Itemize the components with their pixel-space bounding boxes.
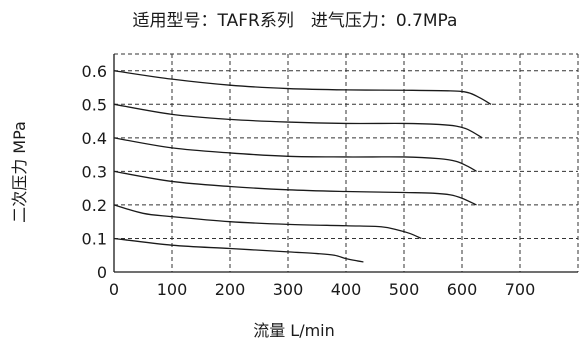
series-line xyxy=(113,204,422,240)
y-axis-label: 二次压力 MPa xyxy=(10,121,29,223)
x-tick-label: 200 xyxy=(215,280,246,299)
x-tick-label: 600 xyxy=(447,280,478,299)
series-line xyxy=(113,170,477,206)
y-tick-label: 0.1 xyxy=(82,229,107,248)
grid-lines xyxy=(114,53,579,272)
y-tick-labels: 0 0.1 0.2 0.3 0.4 0.5 0.6 xyxy=(82,62,107,282)
series-line xyxy=(113,103,483,139)
y-tick-label: 0 xyxy=(97,263,107,282)
series-line xyxy=(113,237,364,263)
x-axis-label: 流量 L/min xyxy=(253,321,335,340)
y-tick-label: 0.2 xyxy=(82,196,107,215)
series-lines xyxy=(113,70,492,263)
series-line xyxy=(113,70,492,105)
x-tick-label: 100 xyxy=(157,280,188,299)
x-tick-label: 500 xyxy=(389,280,420,299)
x-tick-label: 700 xyxy=(505,280,536,299)
y-tick-label: 0.6 xyxy=(82,62,107,81)
x-tick-label: 300 xyxy=(273,280,304,299)
x-tick-labels: 0 100 200 300 400 500 600 700 xyxy=(109,280,535,299)
x-tick-label: 400 xyxy=(331,280,362,299)
y-tick-label: 0.4 xyxy=(82,129,107,148)
series-line xyxy=(113,137,477,172)
x-tick-label: 0 xyxy=(109,280,119,299)
chart-title: 适用型号：TAFR系列 进气压力：0.7MPa xyxy=(133,11,458,31)
axes xyxy=(113,54,578,273)
y-tick-label: 0.5 xyxy=(82,95,107,114)
y-tick-label: 0.3 xyxy=(82,162,107,181)
